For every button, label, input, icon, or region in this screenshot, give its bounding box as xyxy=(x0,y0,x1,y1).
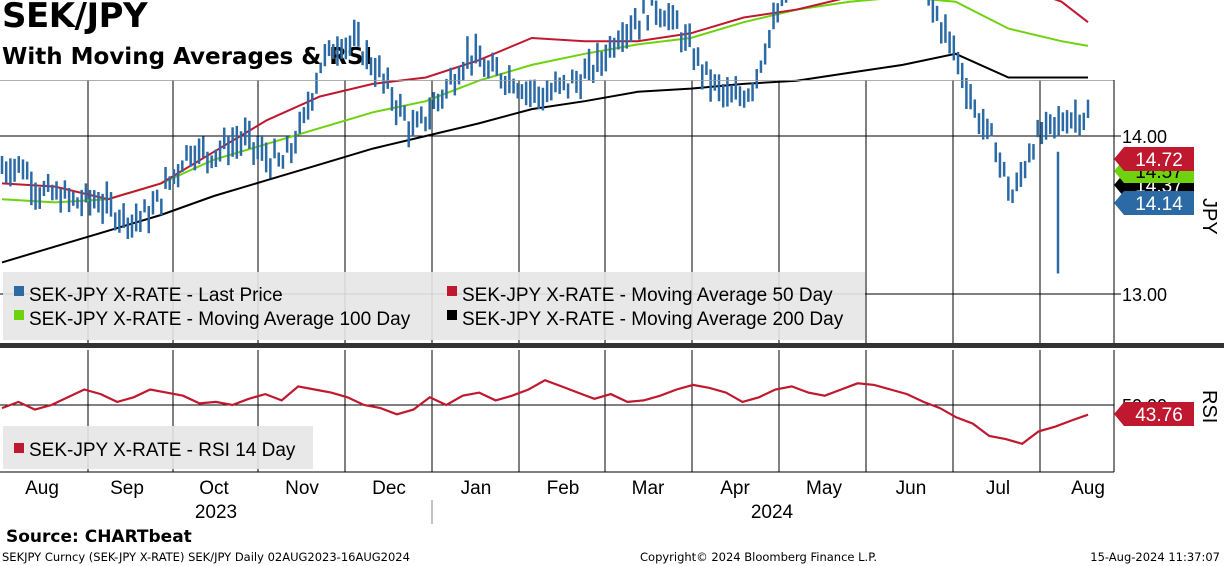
tag-rsi: 43.76 xyxy=(1114,402,1194,426)
tag-price-text: 14.14 xyxy=(1135,194,1183,215)
legend-label: SEK-JPY X-RATE - Moving Average 50 Day xyxy=(462,285,833,306)
xtick-label: Oct xyxy=(199,478,229,499)
ma-line-2 xyxy=(1,52,1088,264)
rsi-panel xyxy=(1,378,1089,446)
source-label: Source: CHARTbeat xyxy=(6,527,192,547)
ma-line-0 xyxy=(1,0,1089,201)
tag-ma50: 14.72 xyxy=(1114,147,1194,171)
chart-title: SEK/JPY xyxy=(2,0,148,36)
legend-swatch xyxy=(14,286,24,296)
xtick-label: Aug xyxy=(1071,478,1105,499)
footer-copyright: Copyright© 2024 Bloomberg Finance L.P. xyxy=(640,550,877,564)
ytick-label: 13.00 xyxy=(1122,285,1167,305)
ytick-label: 14.00 xyxy=(1122,127,1167,147)
legend-label: SEK-JPY X-RATE - RSI 14 Day xyxy=(29,440,296,461)
grid-lines xyxy=(0,80,1114,472)
price-panel xyxy=(0,0,1090,274)
chart-subtitle: With Moving Averages & RSI xyxy=(2,44,373,70)
footer-timestamp: 15-Aug-2024 11:37:07 xyxy=(1090,550,1220,564)
xtick-label: Jul xyxy=(986,478,1010,499)
tag-ma50-text: 14.72 xyxy=(1135,150,1183,171)
xtick-label: Aug xyxy=(25,478,59,499)
footer-ticker: SEKJPY Curncy (SEK-JPY X-RATE) SEK/JPY D… xyxy=(2,550,410,564)
legend-label: SEK-JPY X-RATE - Last Price xyxy=(29,285,283,306)
legend-label: SEK-JPY X-RATE - Moving Average 100 Day xyxy=(29,309,411,330)
xtick-label: Dec xyxy=(372,478,406,499)
legends: SEK-JPY X-RATE - Last Price SEK-JPY X-RAT… xyxy=(3,272,865,469)
tag-price-shape xyxy=(1114,191,1194,215)
tag-rsi-shape xyxy=(1114,402,1194,426)
xtick-label: Mar xyxy=(632,478,665,499)
legend-box-price xyxy=(3,272,865,340)
tag-ma50-shape xyxy=(1114,147,1194,171)
xtick-label: Sep xyxy=(110,478,144,499)
tag-price: 14.14 xyxy=(1114,191,1194,215)
tag-rsi-text: 43.76 xyxy=(1135,405,1183,426)
legend-label: SEK-JPY X-RATE - Moving Average 200 Day xyxy=(462,309,844,330)
year-label: 2023 xyxy=(195,502,237,523)
xtick-label: Apr xyxy=(720,478,750,499)
xtick-label: Jan xyxy=(461,478,492,499)
xtick-label: Jun xyxy=(896,478,927,499)
legend-swatch xyxy=(447,286,457,296)
xtick-label: Nov xyxy=(285,478,319,499)
legend-swatch xyxy=(447,310,457,320)
xtick-label: Feb xyxy=(547,478,580,499)
xtick-label: May xyxy=(806,478,842,499)
legend-swatch xyxy=(14,443,24,453)
year-label: 2024 xyxy=(751,502,794,523)
panel-divider xyxy=(0,343,1224,348)
legend-swatch xyxy=(14,310,24,320)
top-border xyxy=(0,80,1114,81)
ylabel-rsi: RSI xyxy=(1198,390,1220,423)
ma-line-1 xyxy=(1,0,1089,204)
legend-box-rsi xyxy=(3,426,313,469)
rsi-line xyxy=(1,378,1089,446)
ylabel-price: JPY xyxy=(1198,198,1220,235)
